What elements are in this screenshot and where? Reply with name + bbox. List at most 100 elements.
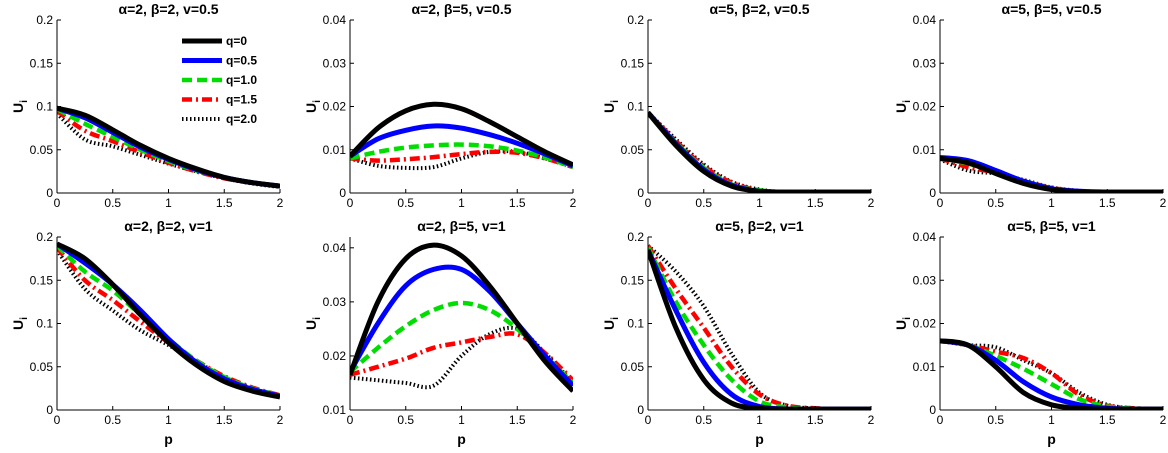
- y-tick-label: 0.03: [913, 56, 937, 70]
- x-axis-label: p: [164, 431, 173, 447]
- y-axis-label-subscript: i: [312, 317, 323, 320]
- y-axis-label: Ui: [10, 100, 30, 113]
- series-group: [350, 101, 573, 171]
- y-tick-label: 0.15: [30, 56, 54, 70]
- panel-1: α=2, β=2, v=0.5 0 0.5 1 1.5 2 0 0.05 0.1 0.15 0.2 U…: [10, 1, 284, 210]
- series-line-q-1-5: [648, 244, 871, 410]
- y-tick-label: 0.1: [627, 100, 644, 114]
- panel-title: α=2, β=2, v=0.5: [118, 1, 218, 17]
- x-tick-label: 0: [645, 196, 652, 210]
- y-tick-label: 0.15: [621, 56, 645, 70]
- y-axis-label-symbol: U: [10, 320, 26, 330]
- x-tick-label: 1: [458, 196, 465, 210]
- series-line-q-2-0: [350, 325, 573, 390]
- y-axis-label-symbol: U: [303, 103, 319, 113]
- x-tick-label: 2: [1160, 413, 1167, 427]
- x-tick-label: 1.5: [216, 196, 233, 210]
- y-axis-label-symbol: U: [601, 320, 617, 330]
- y-tick-label: 0.02: [323, 349, 347, 363]
- series-line-q-0-5: [350, 123, 573, 169]
- y-axis-label: Ui: [601, 100, 621, 113]
- panel-5: α=2, β=2, v=1 0 0.5 1 1.5 2 0 0.05 0.1 0.15 0.2 Ui p: [10, 218, 284, 447]
- y-tick-label: 0.05: [30, 143, 54, 157]
- y-tick-label: 0.01: [913, 360, 937, 374]
- x-tick-label: 1.5: [1099, 413, 1116, 427]
- series-group: [648, 244, 871, 410]
- series-group: [57, 105, 280, 189]
- y-axis-label: Ui: [601, 317, 621, 330]
- x-tick-label: 1.5: [807, 413, 824, 427]
- y-axis-label-subscript: i: [902, 100, 913, 103]
- series-line-q-0: [350, 242, 573, 393]
- legend-label: q=2.0: [226, 112, 257, 126]
- y-tick-label: 0.2: [627, 230, 644, 244]
- y-axis-label-subscript: i: [610, 100, 621, 103]
- panel-title: α=2, β=5, v=1: [417, 218, 506, 234]
- panel-7: α=5, β=2, v=1 0 0.5 1 1.5 2 0 0.05 0.1 0.15 0.2 Ui p: [601, 218, 875, 447]
- series-line-q-0: [648, 249, 871, 410]
- x-tick-label: 1: [165, 196, 172, 210]
- x-tick-label: 2: [1160, 196, 1167, 210]
- x-tick-label: 0: [347, 413, 354, 427]
- x-axis-label: p: [1047, 431, 1056, 447]
- y-tick-label: 0.1: [36, 100, 53, 114]
- y-tick-label: 0.05: [30, 360, 54, 374]
- x-tick-label: 0.5: [987, 196, 1004, 210]
- series-group: [350, 242, 573, 393]
- y-axis-label: Ui: [303, 317, 323, 330]
- series-line-q-0: [350, 101, 573, 168]
- y-axis-label: Ui: [303, 100, 323, 113]
- series-line-q-1-0: [350, 142, 573, 170]
- series-line-q-0-5: [350, 264, 573, 388]
- x-tick-label: 1.5: [509, 413, 526, 427]
- series-group: [940, 155, 1163, 193]
- y-tick-label: 0: [46, 186, 53, 200]
- x-tick-label: 2: [868, 196, 875, 210]
- x-tick-label: 0: [645, 413, 652, 427]
- series-group: [940, 338, 1163, 410]
- y-axis-label-symbol: U: [601, 103, 617, 113]
- y-tick-label: 0.03: [913, 273, 937, 287]
- x-tick-label: 0: [937, 196, 944, 210]
- x-tick-label: 0.5: [104, 196, 121, 210]
- y-tick-label: 0.2: [36, 230, 53, 244]
- x-tick-label: 1: [1048, 413, 1055, 427]
- x-tick-label: 0.5: [987, 413, 1004, 427]
- y-tick-label: 0.02: [913, 100, 937, 114]
- x-tick-label: 1: [1048, 196, 1055, 210]
- x-tick-label: 0.5: [104, 413, 121, 427]
- y-axis-label: Ui: [893, 317, 913, 330]
- x-tick-label: 2: [277, 413, 284, 427]
- x-tick-label: 1: [458, 413, 465, 427]
- x-tick-label: 0: [54, 413, 61, 427]
- y-tick-label: 0.02: [913, 317, 937, 331]
- x-tick-label: 0.5: [397, 413, 414, 427]
- y-axis-label-symbol: U: [893, 103, 909, 113]
- y-tick-label: 0.02: [323, 100, 347, 114]
- series-line-q-0: [940, 155, 1163, 193]
- y-tick-label: 0.2: [627, 13, 644, 27]
- y-tick-label: 0: [929, 403, 936, 417]
- panel-title: α=5, β=5, v=0.5: [1001, 1, 1101, 17]
- y-tick-label: 0.04: [323, 13, 347, 27]
- y-tick-label: 0.05: [621, 360, 645, 374]
- y-tick-label: 0.01: [323, 143, 347, 157]
- y-tick-label: 0.2: [36, 13, 53, 27]
- x-tick-label: 1.5: [216, 413, 233, 427]
- y-axis-label-symbol: U: [893, 320, 909, 330]
- legend-label: q=1.0: [226, 73, 257, 87]
- series-line-q-0: [648, 110, 871, 193]
- x-tick-label: 0: [54, 196, 61, 210]
- series-line-q-0: [57, 105, 280, 189]
- x-tick-label: 1: [756, 196, 763, 210]
- y-tick-label: 0.15: [621, 273, 645, 287]
- y-tick-label: 0.15: [30, 273, 54, 287]
- series-line-q-0-5: [648, 248, 871, 410]
- y-axis-label-subscript: i: [610, 317, 621, 320]
- x-tick-label: 0.5: [695, 196, 712, 210]
- panel-title: α=5, β=5, v=1: [1007, 218, 1096, 234]
- y-axis-label: Ui: [10, 317, 30, 330]
- y-tick-label: 0: [929, 186, 936, 200]
- series-line-q-1-0: [648, 246, 871, 410]
